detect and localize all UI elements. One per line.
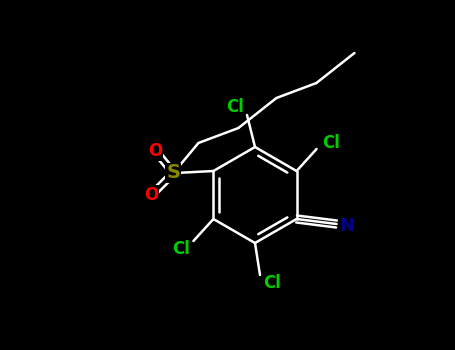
Text: Cl: Cl (322, 134, 339, 152)
Text: Cl: Cl (172, 240, 190, 258)
Text: O: O (144, 186, 158, 204)
Text: Cl: Cl (226, 98, 244, 116)
Text: Cl: Cl (263, 274, 281, 292)
Text: N: N (339, 217, 354, 235)
Text: S: S (167, 163, 181, 182)
Text: O: O (148, 142, 162, 160)
